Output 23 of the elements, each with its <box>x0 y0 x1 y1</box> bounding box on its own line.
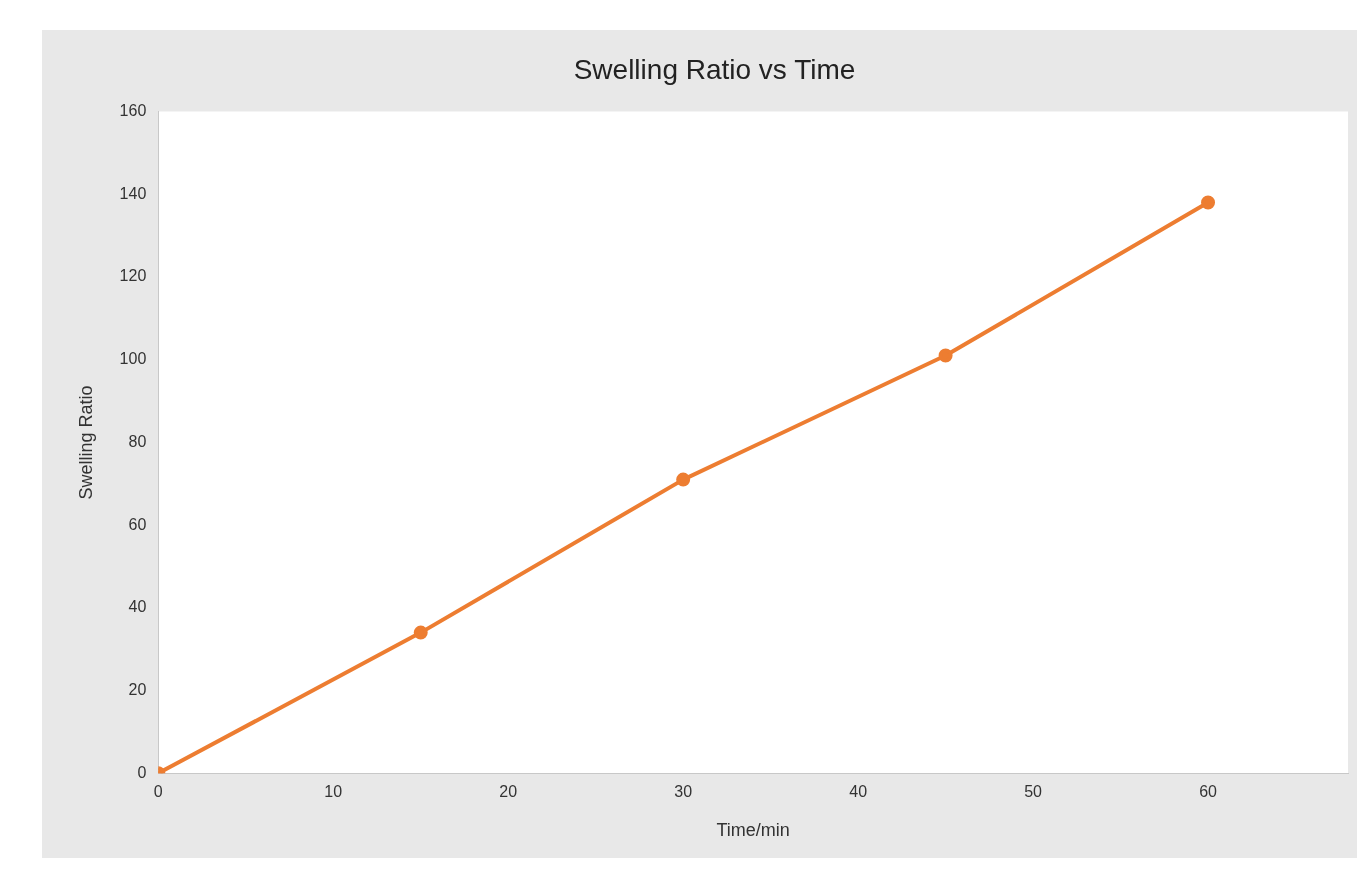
x-tick-label: 20 <box>499 783 518 801</box>
x-axis-title: Time/min <box>716 820 790 841</box>
y-tick-label: 20 <box>128 680 147 698</box>
y-tick-label: 80 <box>128 432 147 450</box>
y-tick-label: 40 <box>128 598 147 616</box>
point <box>676 472 691 487</box>
y-tick-label: 160 <box>119 102 147 120</box>
y-tick-label: 0 <box>137 763 147 781</box>
point <box>413 625 428 640</box>
x-tick-label: 10 <box>324 783 343 801</box>
x-tick-label: 60 <box>1199 783 1218 801</box>
chart-title: Swelling Ratio vs Time <box>573 53 856 85</box>
x-tick-label: 0 <box>153 783 163 801</box>
y-axis-title: Swelling Ratio <box>75 385 96 500</box>
x-tick-label: 40 <box>849 783 868 801</box>
y-tick-label: 140 <box>119 184 147 202</box>
point <box>938 348 953 363</box>
x-tick-label: 50 <box>1024 783 1043 801</box>
point <box>1201 195 1216 210</box>
y-tick-label: 120 <box>119 267 147 285</box>
y-tick-label: 60 <box>128 515 147 533</box>
y-tick-label: 100 <box>119 350 147 368</box>
x-tick-label: 30 <box>674 783 693 801</box>
